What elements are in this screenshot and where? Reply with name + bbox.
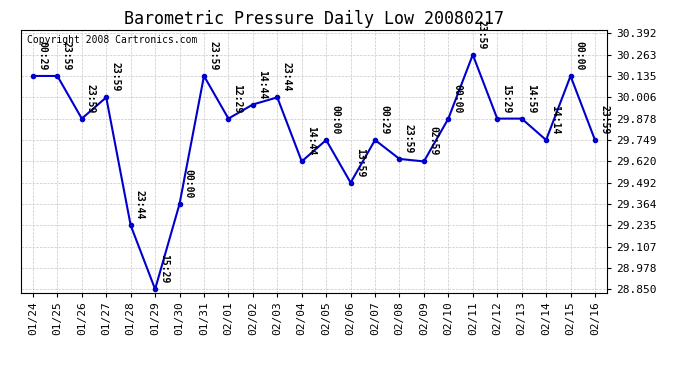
Text: 00:00: 00:00 bbox=[184, 169, 194, 198]
Text: 14:14: 14:14 bbox=[550, 105, 560, 135]
Text: 23:59: 23:59 bbox=[477, 20, 487, 49]
Title: Barometric Pressure Daily Low 20080217: Barometric Pressure Daily Low 20080217 bbox=[124, 10, 504, 28]
Text: 02:59: 02:59 bbox=[428, 126, 438, 156]
Text: 23:59: 23:59 bbox=[110, 62, 120, 92]
Text: 13:59: 13:59 bbox=[355, 148, 365, 177]
Text: 14:59: 14:59 bbox=[526, 84, 536, 113]
Text: 23:59: 23:59 bbox=[61, 41, 72, 70]
Text: 23:59: 23:59 bbox=[599, 105, 609, 135]
Text: 23:59: 23:59 bbox=[208, 41, 218, 70]
Text: 23:59: 23:59 bbox=[86, 84, 96, 113]
Text: 15:29: 15:29 bbox=[159, 254, 169, 284]
Text: 15:29: 15:29 bbox=[502, 84, 511, 113]
Text: 12:29: 12:29 bbox=[233, 84, 243, 113]
Text: 23:59: 23:59 bbox=[404, 124, 413, 153]
Text: 00:00: 00:00 bbox=[575, 41, 584, 70]
Text: Copyright 2008 Cartronics.com: Copyright 2008 Cartronics.com bbox=[26, 35, 197, 45]
Text: 23:44: 23:44 bbox=[135, 190, 145, 220]
Text: 00:29: 00:29 bbox=[380, 105, 389, 135]
Text: 00:00: 00:00 bbox=[453, 84, 462, 113]
Text: 14:44: 14:44 bbox=[306, 126, 316, 156]
Text: 14:44: 14:44 bbox=[257, 70, 267, 99]
Text: 23:44: 23:44 bbox=[282, 62, 291, 92]
Text: 00:00: 00:00 bbox=[331, 105, 340, 135]
Text: 00:29: 00:29 bbox=[37, 41, 47, 70]
